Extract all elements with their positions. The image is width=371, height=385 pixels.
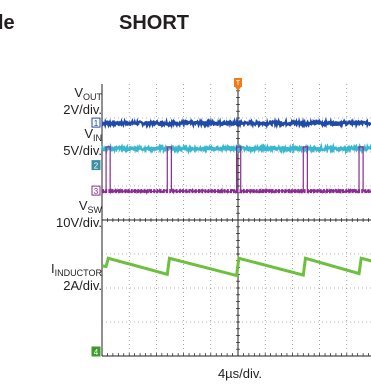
channel-marker-text: 3 [94,187,99,196]
channel-marker-2 [91,160,101,171]
trigger-marker-text: T [236,80,241,87]
vsw-label: VSW 10V/div. [55,198,102,230]
vout-label: VOUT 2V/div. [63,85,102,117]
channel-marker-text: 1 [94,119,99,128]
trace-vin [100,142,371,155]
trace-vout [101,116,371,130]
trigger-marker [234,78,242,87]
vin-label: VIN 5V/div. [63,126,102,158]
chart-title: SHORT [119,12,189,34]
trigger-arrow [235,87,241,91]
trace-iinductor [101,256,371,278]
inductor-current-label: IINDUCTOR 2A/div. [51,261,102,293]
x-axis-label: 4µs/div. [217,366,263,381]
channel-marker-text: 4 [94,348,99,357]
channel-marker-3 [91,185,101,196]
channel-marker-text: 2 [94,162,99,171]
trace-vsw [101,146,371,195]
channel-marker-1 [91,117,101,128]
header-fragment: le [0,12,15,34]
channel-marker-4 [91,346,101,357]
